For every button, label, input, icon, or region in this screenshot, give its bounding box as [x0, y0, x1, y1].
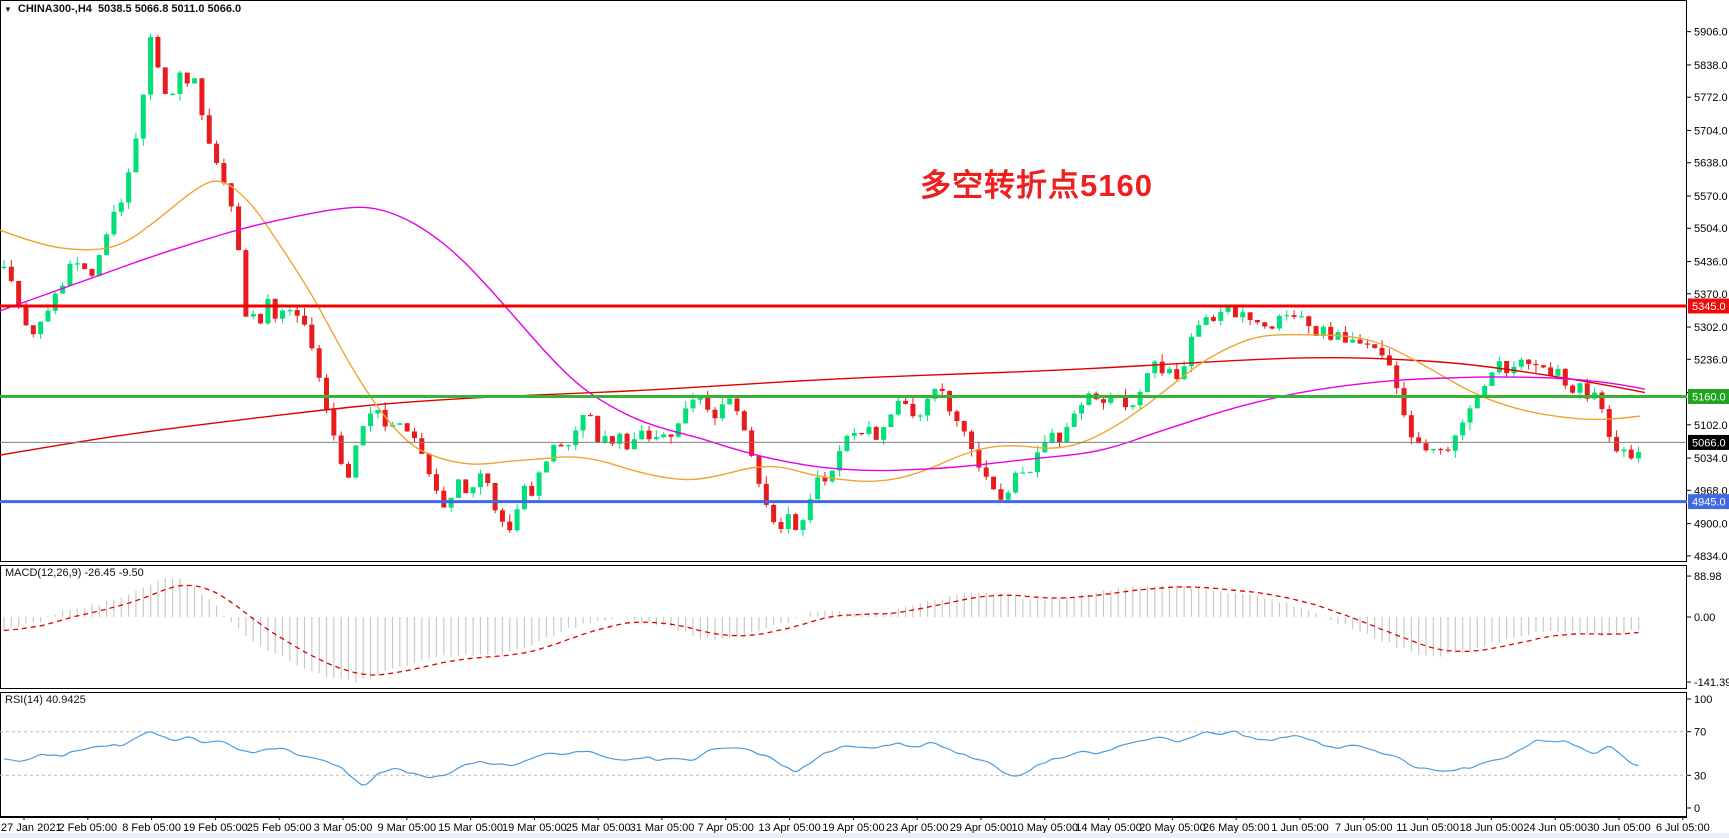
time-axis-label: 13 Apr 05:00 — [758, 822, 820, 834]
rsi-indicator-label: RSI(14) 40.9425 — [5, 694, 86, 706]
macd-axis-label: 88.98 — [1694, 571, 1722, 583]
price-badge-5066.0 — [1688, 434, 1729, 450]
macd-axis-label: -141.39 — [1694, 677, 1729, 689]
macd-indicator-label: MACD(12,26,9) -26.45 -9.50 — [5, 567, 144, 579]
time-axis-label: 26 May 05:00 — [1203, 822, 1270, 834]
macd-signal-line — [3, 584, 1639, 676]
svg-text:5160.0: 5160.0 — [1692, 391, 1726, 403]
price-badge-4945.0 — [1688, 494, 1729, 510]
rsi-line — [3, 730, 1639, 786]
svg-text:5638.0: 5638.0 — [1694, 158, 1728, 170]
dropdown-icon[interactable]: ▼ — [4, 4, 12, 14]
time-axis-label: 31 Mar 05:00 — [630, 822, 695, 834]
time-axis-label: 11 Jun 05:00 — [1396, 822, 1459, 834]
svg-text:5838.0: 5838.0 — [1694, 60, 1728, 72]
svg-text:5906.0: 5906.0 — [1694, 27, 1728, 39]
rsi-axis-label: 30 — [1694, 770, 1706, 782]
time-axis-label: 25 Feb 05:00 — [247, 822, 312, 834]
svg-text:5570.0: 5570.0 — [1694, 191, 1728, 203]
svg-text:5034.0: 5034.0 — [1694, 453, 1728, 465]
svg-text:5772.0: 5772.0 — [1694, 92, 1728, 104]
svg-text:5704.0: 5704.0 — [1694, 125, 1728, 137]
time-axis-label: 7 Jun 05:00 — [1335, 822, 1393, 834]
time-axis-label: 1 Jun 05:00 — [1271, 822, 1329, 834]
time-axis-label: 19 Mar 05:00 — [502, 822, 567, 834]
svg-text:4945.0: 4945.0 — [1692, 497, 1726, 509]
time-axis-label: 18 Jun 05:00 — [1460, 822, 1524, 834]
chart-text-annotation[interactable]: 多空转折点5160 — [920, 168, 1153, 203]
time-axis-label: 19 Feb 05:00 — [183, 822, 248, 834]
time-axis-label: 7 Apr 05:00 — [698, 822, 754, 834]
ma-mid-magenta-line[interactable] — [0, 206, 1646, 472]
macd-panel[interactable] — [0, 565, 1687, 689]
symbol-title-bar[interactable]: ▼ CHINA300-,H4 5038.5 5066.8 5011.0 5066… — [4, 3, 241, 15]
ma-slow-red-line[interactable] — [0, 356, 1646, 456]
time-axis-label: 15 Mar 05:00 — [438, 822, 503, 834]
rsi-axis-label: 0 — [1694, 803, 1700, 815]
symbol-ohlc-title: CHINA300-,H4 5038.5 5066.8 5011.0 5066.0 — [17, 3, 242, 15]
svg-text:5345.0: 5345.0 — [1692, 301, 1726, 313]
time-axis-label: 24 Jun 05:00 — [1523, 822, 1587, 834]
time-axis-label: 14 May 05:00 — [1075, 822, 1142, 834]
price-axis: 5906.0 5838.0 5772.0 5704.0 5638.0 5570.0 5504… — [1687, 27, 1728, 563]
macd-histogram — [3, 577, 1640, 683]
time-axis-label: 23 Apr 05:00 — [886, 822, 948, 834]
svg-text:4900.0: 4900.0 — [1694, 519, 1728, 531]
macd-axis-label: 0.00 — [1694, 612, 1715, 624]
main-chart-panel[interactable] — [0, 0, 1687, 562]
rsi-axis-label: 100 — [1694, 694, 1712, 706]
time-axis-label: 2 Feb 05:00 — [58, 822, 117, 834]
time-axis-label: 19 Apr 05:00 — [822, 822, 884, 834]
svg-text:4834.0: 4834.0 — [1694, 551, 1728, 563]
time-axis-label: 25 Mar 05:00 — [566, 822, 631, 834]
price-badge-5160.0 — [1688, 388, 1729, 404]
time-axis-label: 30 Jun 05:00 — [1587, 822, 1651, 834]
time-axis-label: 27 Jan 2021 — [1, 822, 62, 834]
time-axis-label: 20 May 05:00 — [1139, 822, 1206, 834]
time-axis-label: 6 Jul 05:00 — [1656, 822, 1710, 834]
svg-text:5102.0: 5102.0 — [1694, 420, 1728, 432]
time-axis-label: 8 Feb 05:00 — [122, 822, 181, 834]
time-axis-label: 3 Mar 05:00 — [314, 822, 373, 834]
time-axis-label: 10 May 05:00 — [1011, 822, 1078, 834]
candles — [1, 33, 1642, 537]
time-axis-label: 29 Apr 05:00 — [950, 822, 1012, 834]
bottom-strip — [0, 833, 1729, 838]
price-badge-5345.0 — [1688, 298, 1729, 314]
ma-fast-orange-line[interactable] — [0, 180, 1641, 483]
svg-text:5302.0: 5302.0 — [1694, 322, 1728, 334]
svg-text:5236.0: 5236.0 — [1694, 354, 1728, 366]
time-axis-label: 9 Mar 05:00 — [377, 822, 436, 834]
svg-text:5504.0: 5504.0 — [1694, 223, 1728, 235]
svg-text:5066.0: 5066.0 — [1692, 437, 1726, 449]
rsi-axis-label: 70 — [1694, 727, 1706, 739]
svg-text:5370.0: 5370.0 — [1694, 289, 1728, 301]
rsi-panel[interactable] — [0, 692, 1687, 817]
svg-text:5436.0: 5436.0 — [1694, 257, 1728, 269]
